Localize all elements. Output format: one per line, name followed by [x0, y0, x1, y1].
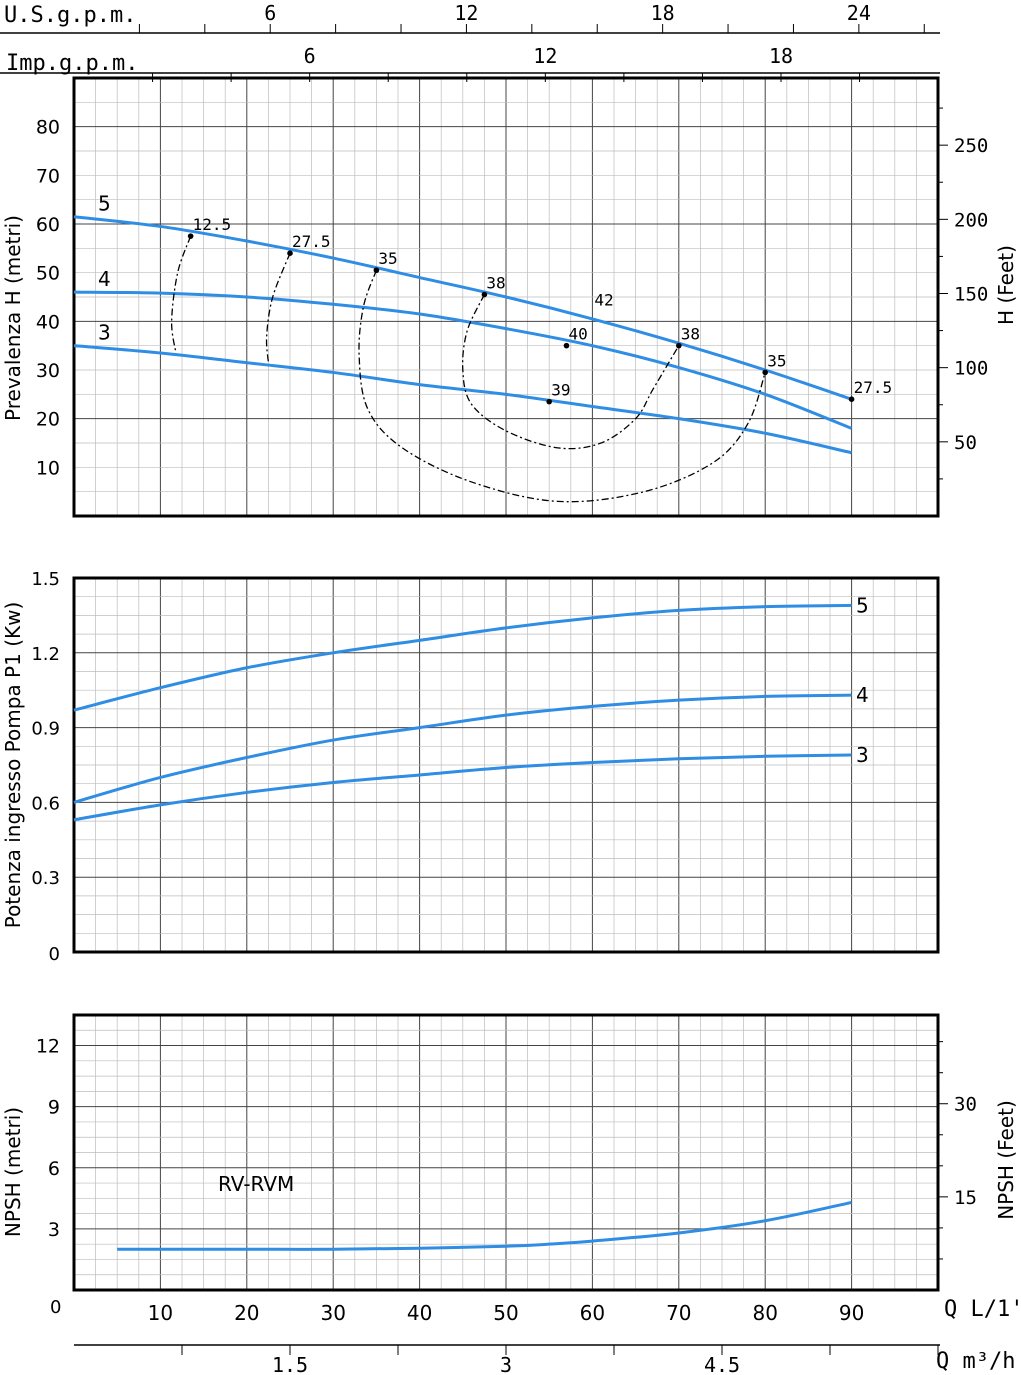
grid-layer — [74, 78, 938, 1290]
q-lmin-tick-label: 30 — [320, 1301, 345, 1325]
efficiency-point — [762, 369, 768, 376]
efficiency-point — [373, 267, 380, 274]
p1-ytick-label: 0 — [49, 944, 60, 965]
q-lmin-tick-label: 40 — [407, 1301, 432, 1325]
efficiency-point — [546, 398, 552, 405]
h-feet-tick-label: 250 — [954, 135, 988, 157]
npsh-ytick-label: 6 — [48, 1158, 60, 1180]
impgpm-tick-label: 18 — [769, 44, 793, 68]
h-feet-ylabel: H (Feet) — [994, 245, 1018, 325]
impgpm-tick-label: 6 — [304, 44, 316, 68]
h-ytick-label: 80 — [36, 117, 60, 139]
efficiency-point — [287, 250, 293, 256]
efficiency-label: 38 — [486, 274, 505, 293]
efficiency-point — [563, 342, 570, 349]
h-ytick-label: 20 — [36, 409, 60, 431]
series-curve-5 — [73, 215, 853, 401]
usgpm-tick-label: 24 — [847, 1, 871, 25]
npsh-ytick-label: 12 — [36, 1036, 60, 1058]
h-feet-tick-label: 100 — [954, 358, 988, 380]
efficiency-label: 39 — [551, 381, 570, 400]
series-label-3: 3 — [856, 743, 869, 767]
series-layer — [73, 215, 853, 1251]
h-ytick-label: 60 — [36, 214, 60, 236]
efficiency-label: 27.5 — [292, 232, 331, 251]
chart-title: RV-RVM — [218, 1172, 294, 1196]
series-label-5: 5 — [856, 593, 869, 617]
h-feet-tick-label: 200 — [954, 209, 988, 231]
q-lmin-tick-label: 70 — [666, 1301, 691, 1325]
npsh-feet-tick-label: 30 — [954, 1094, 977, 1116]
h-ytick-label: 30 — [36, 360, 60, 382]
h-ytick-label: 10 — [36, 457, 60, 479]
q-m3h-label: Q m³/h — [936, 1349, 1015, 1374]
efficiency-point — [676, 342, 682, 349]
p1-ylabel: Potenza ingresso Pompa P1 (Kw) — [1, 602, 25, 929]
series-curve-5 — [73, 603, 852, 712]
series-label-4: 4 — [856, 683, 869, 707]
usgpm-tick-label: 18 — [651, 1, 675, 25]
efficiency-label: 42 — [594, 291, 613, 310]
h-feet-tick-label: 150 — [954, 283, 988, 305]
plot-frame — [72, 1013, 940, 1292]
usgpm-tick-label: 12 — [454, 1, 478, 25]
p1-ytick-label: 1.2 — [31, 644, 60, 665]
plot-frame — [72, 76, 940, 518]
npsh-ytick-label: 3 — [48, 1219, 60, 1241]
efficiency-label: 38 — [681, 325, 700, 344]
q-m3h-tick-label: 4.5 — [704, 1353, 740, 1375]
usgpm-tick-label: 6 — [264, 1, 276, 25]
q-lmin-tick-label: 80 — [752, 1301, 777, 1325]
efficiency-label: 27.5 — [854, 378, 893, 397]
h-feet-tick-label: 50 — [954, 432, 977, 454]
series-curve-3 — [73, 753, 852, 822]
series-curve-npsh — [117, 1200, 852, 1251]
series-curve-3 — [73, 344, 852, 455]
efficiency-point — [481, 291, 488, 298]
impgpm-axis-label: Imp.g.p.m. — [6, 51, 138, 76]
p1-ytick-label: 0.9 — [31, 719, 60, 740]
h-ytick-label: 40 — [36, 311, 60, 333]
q-m3h-tick-label: 3 — [500, 1353, 512, 1375]
efficiency-label: 40 — [568, 325, 587, 344]
efficiency-isoline — [358, 270, 766, 503]
efficiency-label: 35 — [378, 249, 397, 268]
efficiency-label: 12.5 — [193, 215, 232, 234]
impgpm-tick-label: 12 — [533, 44, 557, 68]
npsh-feet-tick-label: 15 — [954, 1187, 977, 1209]
q-lmin-tick-label: 60 — [580, 1301, 605, 1325]
p1-ytick-label: 0.6 — [31, 793, 60, 814]
series-curve-4 — [73, 290, 853, 430]
series-label-5: 5 — [98, 192, 111, 216]
efficiency-label: 35 — [767, 351, 786, 370]
series-label-3: 3 — [98, 321, 111, 345]
p1-ytick-label: 0.3 — [31, 868, 60, 889]
q-lmin-tick-label: 10 — [148, 1301, 173, 1325]
npsh-ylabel: NPSH (metri) — [1, 1107, 25, 1237]
plot-frame — [72, 576, 940, 954]
series-curve-4 — [73, 693, 852, 804]
efficiency-isoline — [170, 235, 192, 354]
q-m3h-tick-label: 1.5 — [272, 1353, 308, 1375]
h-ylabel: Prevalenza H (metri) — [1, 215, 25, 421]
q-lmin-tick-label: 90 — [839, 1301, 864, 1325]
efficiency-isoline — [461, 294, 680, 450]
zero-label: 0 — [50, 1297, 61, 1318]
q-lmin-label: Q L/1' — [944, 1297, 1021, 1322]
p1-ytick-label: 1.5 — [31, 569, 60, 590]
efficiency-point — [848, 396, 855, 403]
efficiency-isoline — [265, 252, 291, 363]
npsh-ytick-label: 9 — [48, 1097, 60, 1119]
q-lmin-tick-label: 20 — [234, 1301, 259, 1325]
q-lmin-tick-label: 50 — [493, 1301, 518, 1325]
usgpm-axis-label: U.S.g.p.m. — [4, 3, 136, 28]
h-ytick-label: 70 — [36, 165, 60, 187]
h-ytick-label: 50 — [36, 263, 60, 285]
series-label-4: 4 — [98, 267, 111, 291]
efficiency-point — [187, 233, 194, 239]
npsh-feet-ylabel: NPSH (Feet) — [994, 1100, 1018, 1220]
